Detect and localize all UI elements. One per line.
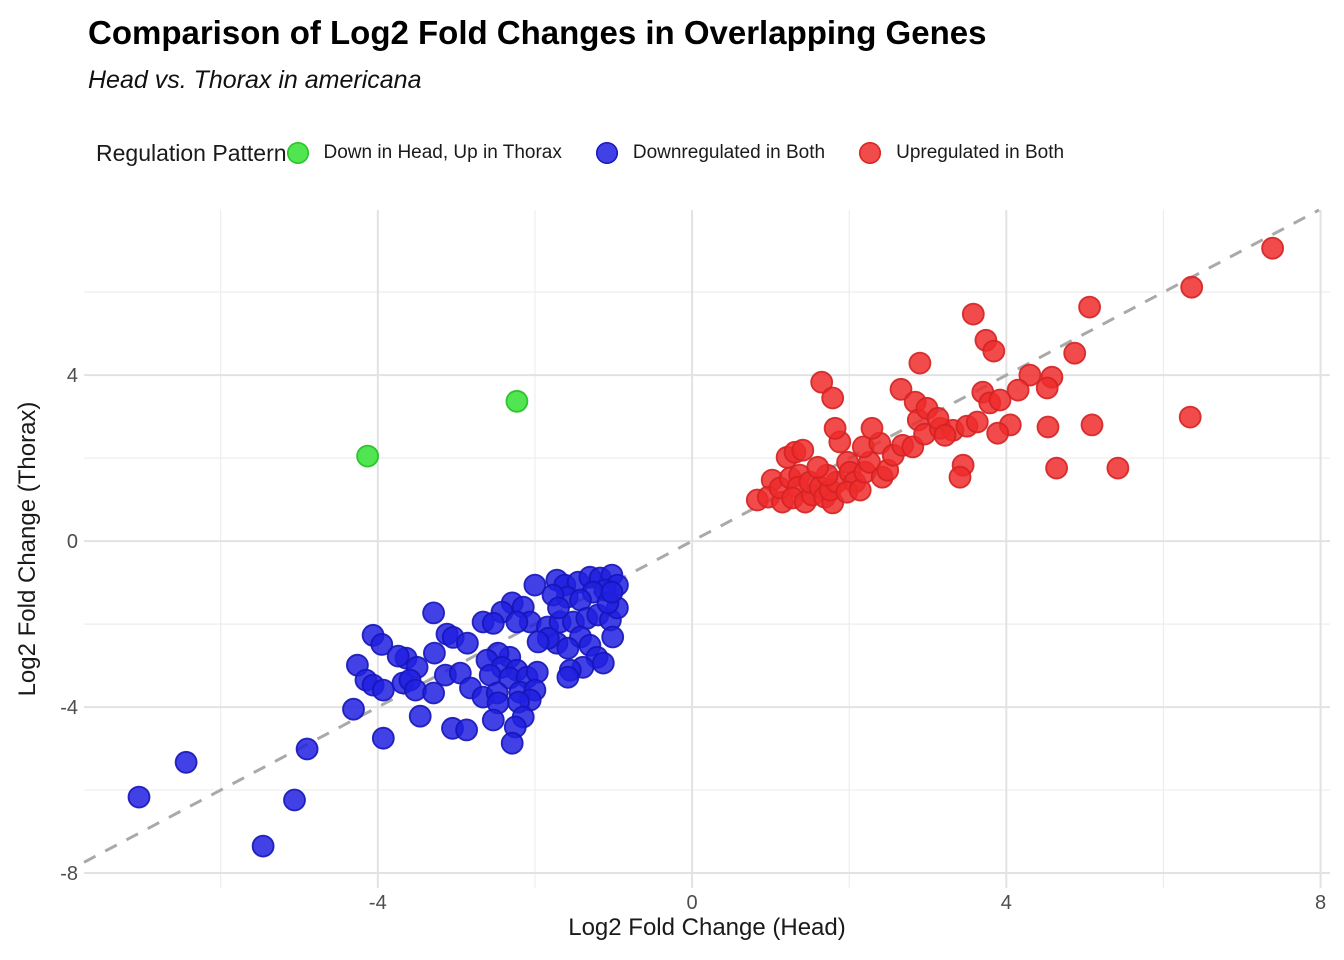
x-tick-label: 4 [1001,892,1012,914]
data-point-series-2 [1178,405,1202,429]
data-point-series-2 [810,370,834,394]
y-tick-label: -4 [60,697,78,719]
legend-item-label: Downregulated in Both [632,142,826,163]
data-point-series-1 [295,737,319,761]
data-point-series-2 [1080,413,1104,437]
data-point-series-1 [500,731,524,755]
legend-item-2: Upregulated in Both [859,142,1064,164]
legend-title: Regulation Pattern [96,139,287,166]
data-point-series-1 [591,651,615,675]
data-point-series-0 [356,444,380,468]
data-point-series-1 [505,610,529,634]
data-point-series-2 [1018,363,1042,387]
data-point-series-2 [889,377,913,401]
legend-item-0: Down in Head, Up in Thorax [286,142,562,164]
data-point-series-2 [1063,341,1087,365]
data-point-series-1 [251,834,275,858]
data-point-series-1 [481,708,505,732]
chart-title: Comparison of Log2 Fold Changes in Overl… [88,14,987,51]
data-point-series-2 [961,302,985,326]
legend-item-label: Down in Head, Up in Thorax [323,142,562,163]
data-point-series-2 [988,388,1012,412]
data-point-series-1 [422,681,446,705]
identity-line [83,208,1320,864]
x-tick-label: 0 [687,892,698,914]
data-point-series-1 [547,596,570,620]
data-point-series-2 [791,438,815,462]
data-point-series-1 [601,625,625,649]
data-point-series-2 [908,351,932,375]
legend: Regulation Pattern Down in Head, Up in T… [96,130,1064,176]
data-point-series-1 [422,601,446,625]
data-point-series-1 [408,704,432,728]
data-point-series-2 [1035,376,1059,400]
data-point-series-1 [371,726,395,750]
data-point-series-1 [127,785,151,809]
data-point-series-2 [1036,415,1060,439]
x-tick-label: -4 [369,892,387,914]
data-point-series-2 [1006,378,1030,402]
data-point-series-2 [982,339,1006,363]
data-point-series-1 [342,697,365,721]
y-tick-label: 4 [67,365,78,387]
data-point-series-1 [526,630,550,654]
data-point-series-1 [523,573,547,597]
data-point-series-2 [986,421,1010,445]
data-point-series-1 [174,750,198,774]
chart-subtitle: Head vs. Thorax in americana [88,66,422,94]
data-point-series-1 [370,633,394,656]
data-point-series-2 [823,416,847,440]
x-axis-title: Log2 Fold Change (Head) [568,914,846,941]
data-point-series-1 [600,580,624,604]
legend-dot-icon [595,142,618,164]
data-point-series-2 [860,416,884,440]
data-point-series-2 [948,465,972,489]
data-point-series-1 [556,636,580,660]
data-point-series-2 [821,386,845,410]
data-point-series-1 [455,631,479,655]
data-point-series-2 [933,423,957,447]
y-tick-label: -8 [60,863,78,885]
data-point-series-1 [283,788,306,812]
y-tick-label: 0 [67,531,78,553]
legend-item-1: Downregulated in Both [595,142,826,164]
data-point-series-1 [481,611,505,635]
data-point-series-2 [1106,456,1130,480]
data-point-series-2 [1045,456,1068,480]
data-point-series-1 [455,718,479,742]
x-tick-label: 8 [1315,892,1326,914]
data-point-series-1 [422,641,446,665]
data-point-series-2 [1078,295,1101,319]
legend-dot-icon [859,142,882,164]
data-point-series-2 [965,410,989,434]
data-point-series-0 [505,389,529,413]
legend-item-label: Upregulated in Both [896,142,1065,163]
data-point-series-2 [806,455,830,479]
data-point-series-2 [1261,236,1284,260]
data-point-series-1 [556,665,580,689]
legend-dot-icon [286,142,309,164]
data-point-series-2 [1180,275,1204,299]
data-point-series-1 [386,644,410,668]
y-axis-title: Log2 Fold Change (Thorax) [14,401,41,697]
data-point-series-1 [371,678,395,702]
